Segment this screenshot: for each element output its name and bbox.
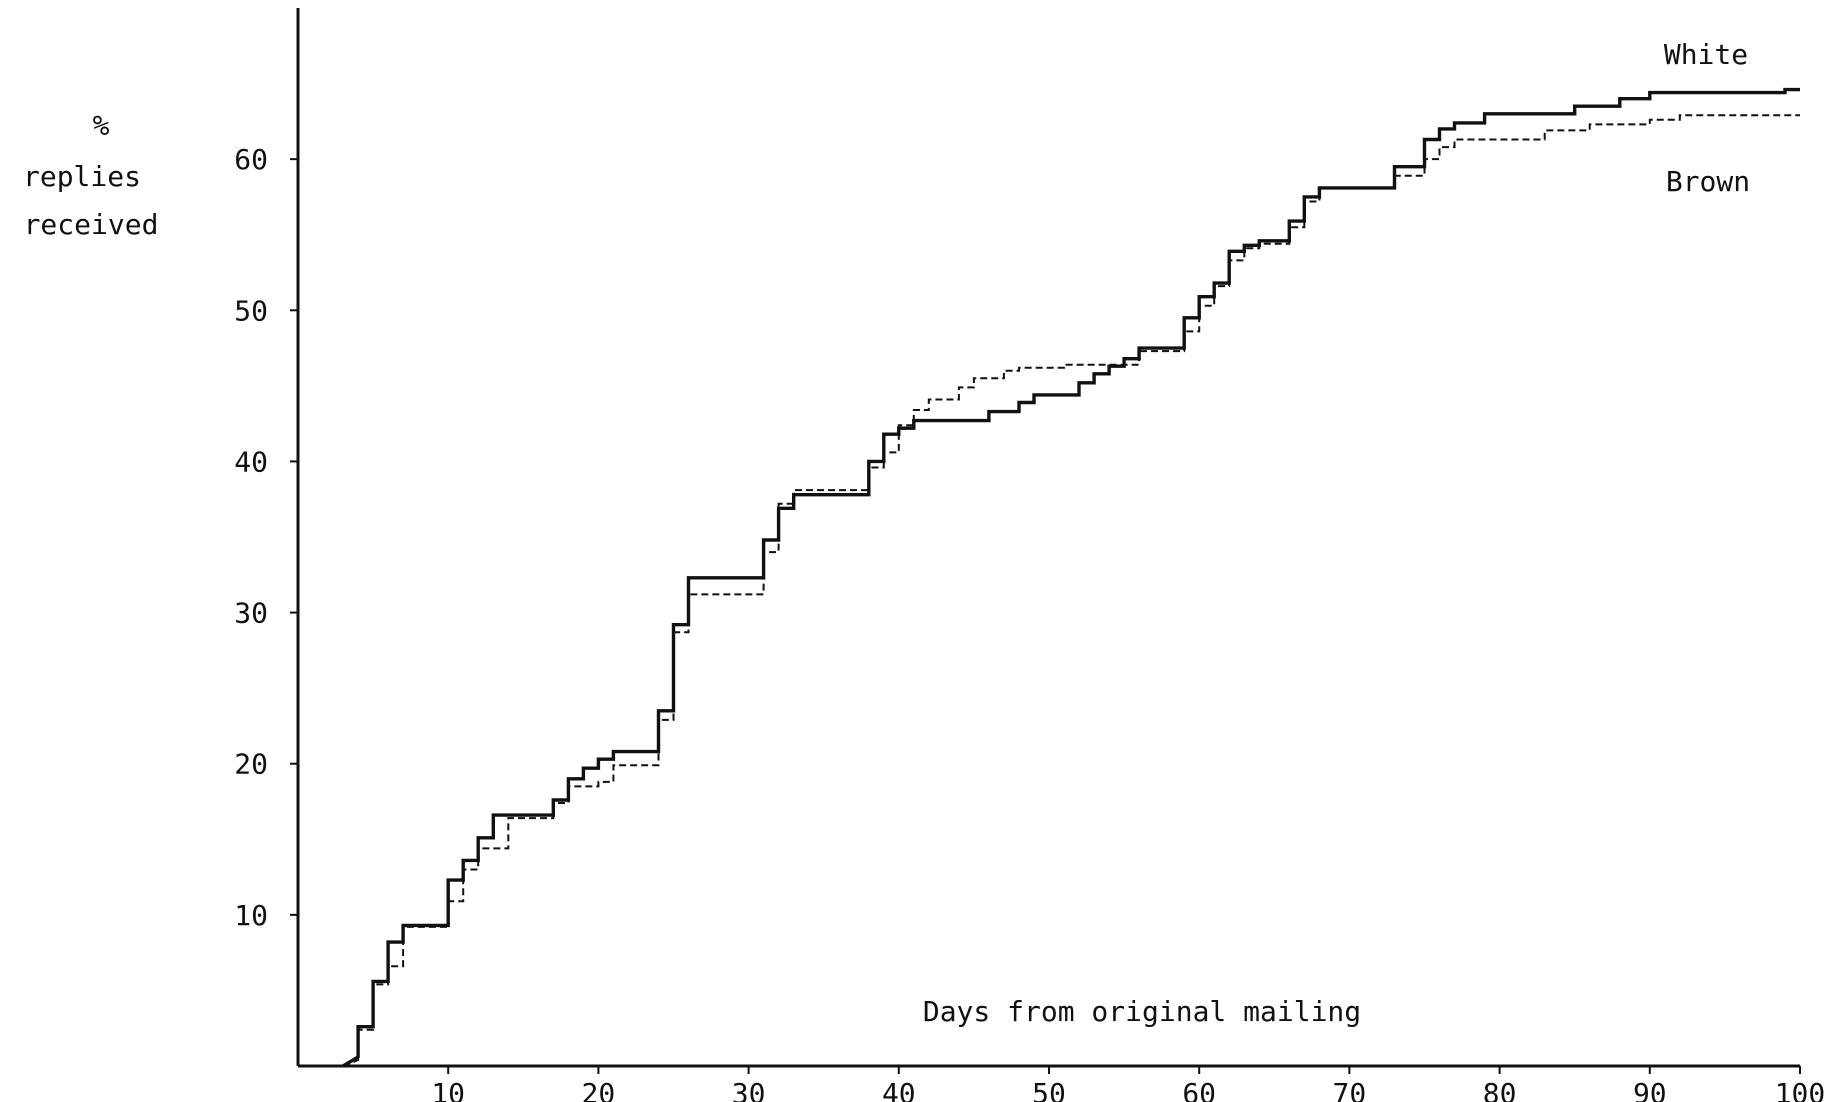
y-axis-title-line-2: replies [23, 160, 141, 193]
x-tick-label: 40 [882, 1077, 916, 1102]
x-tick-label: 100 [1775, 1077, 1826, 1102]
y-axis-title: % replies received [23, 109, 158, 241]
axis-ticks: 10 20 30 40 50 60 70 80 90 100 10 20 30 40 50 60 [234, 143, 1825, 1102]
y-tick-label: 10 [234, 899, 268, 932]
y-tick-label: 20 [234, 748, 268, 781]
x-tick-label: 10 [431, 1077, 465, 1102]
x-tick-label: 20 [582, 1077, 616, 1102]
x-tick-label: 80 [1483, 1077, 1517, 1102]
y-tick-label: 30 [234, 597, 268, 630]
series-label-brown: Brown [1666, 165, 1750, 198]
x-tick-label: 70 [1333, 1077, 1367, 1102]
x-tick-label: 30 [732, 1077, 766, 1102]
x-tick-label: 50 [1032, 1077, 1066, 1102]
y-tick-label: 60 [234, 143, 268, 176]
series-group [342, 87, 1800, 1068]
x-tick-label: 60 [1182, 1077, 1216, 1102]
y-tick-label: 40 [234, 445, 268, 478]
x-axis-title: Days from original mailing [923, 995, 1361, 1028]
series-line-brown [342, 114, 1800, 1067]
y-axis-title-line-1: % [93, 109, 110, 142]
series-line-white [342, 87, 1800, 1068]
y-tick-label: 50 [234, 294, 268, 327]
x-tick-label: 90 [1633, 1077, 1667, 1102]
series-label-white: White [1664, 38, 1748, 71]
y-axis-title-line-3: received [24, 208, 159, 241]
